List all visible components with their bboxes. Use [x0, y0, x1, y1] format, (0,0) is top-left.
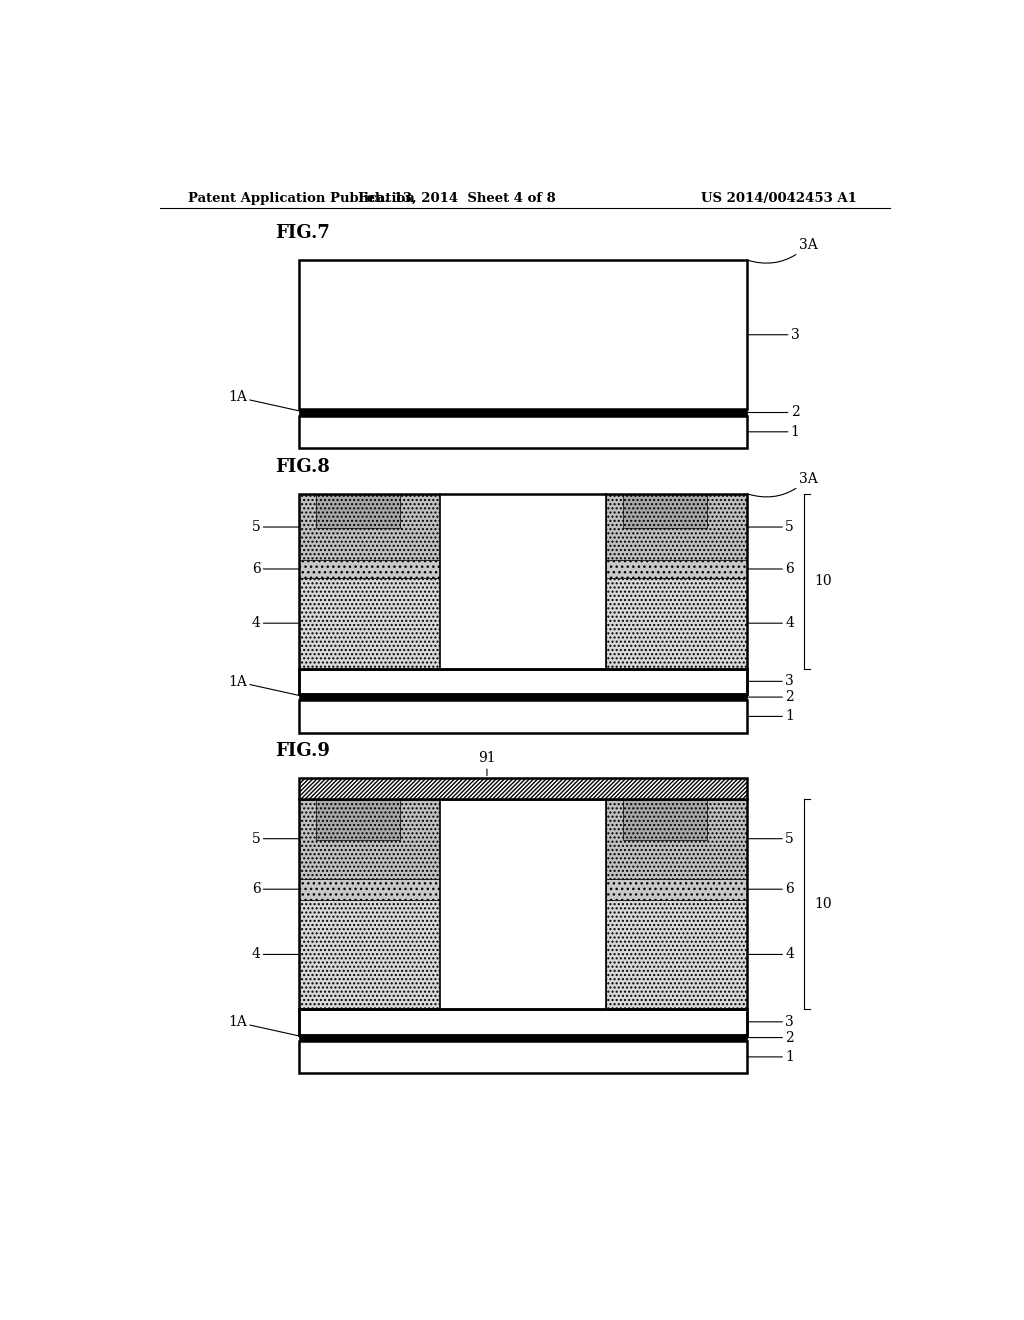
Text: FIG.7: FIG.7: [274, 224, 330, 242]
Text: 5: 5: [252, 832, 299, 846]
Text: 5: 5: [746, 832, 794, 846]
Text: Feb. 13, 2014  Sheet 4 of 8: Feb. 13, 2014 Sheet 4 of 8: [358, 191, 556, 205]
Text: 5: 5: [746, 520, 794, 535]
Bar: [606, 900, 746, 1008]
Text: 1: 1: [746, 425, 800, 438]
Bar: [299, 1040, 748, 1073]
Text: 1A: 1A: [228, 1015, 306, 1038]
Text: 1A: 1A: [228, 675, 306, 697]
Text: 10: 10: [814, 896, 833, 911]
Text: 3: 3: [746, 327, 800, 342]
Text: FIG.8: FIG.8: [274, 458, 330, 475]
Text: 3: 3: [746, 675, 794, 688]
Bar: [299, 1008, 748, 1035]
Bar: [299, 669, 748, 694]
Text: 6: 6: [252, 882, 299, 896]
Text: 2: 2: [746, 690, 794, 704]
Bar: [299, 416, 748, 447]
Text: 3A: 3A: [746, 238, 817, 263]
Text: 1: 1: [746, 1049, 794, 1064]
Bar: [299, 669, 748, 694]
Text: 6: 6: [252, 562, 299, 576]
Text: 4: 4: [746, 616, 794, 630]
Bar: [606, 560, 746, 578]
Text: 4: 4: [746, 948, 794, 961]
Bar: [606, 879, 746, 900]
Bar: [299, 799, 748, 1008]
Text: 4: 4: [252, 948, 299, 961]
Text: 4: 4: [252, 616, 299, 630]
Text: 10: 10: [814, 574, 833, 589]
Text: 3: 3: [746, 1015, 794, 1028]
Text: 2: 2: [746, 405, 800, 420]
Text: 1A: 1A: [228, 391, 306, 412]
Bar: [299, 879, 440, 900]
Bar: [623, 799, 708, 841]
Text: US 2014/0042453 A1: US 2014/0042453 A1: [700, 191, 857, 205]
Bar: [299, 494, 748, 669]
Text: 6: 6: [746, 562, 794, 576]
Bar: [440, 494, 606, 669]
Bar: [299, 409, 748, 416]
Text: Patent Application Publication: Patent Application Publication: [187, 191, 415, 205]
Bar: [299, 700, 748, 733]
Bar: [623, 494, 708, 528]
Bar: [440, 799, 606, 1008]
Text: 2: 2: [746, 1031, 794, 1044]
Text: 5: 5: [252, 520, 299, 535]
Text: FIG.9: FIG.9: [274, 742, 330, 760]
Bar: [299, 560, 440, 578]
Bar: [606, 578, 746, 669]
Bar: [606, 799, 746, 879]
Bar: [299, 260, 748, 409]
Bar: [299, 694, 748, 700]
Text: 91: 91: [478, 751, 496, 766]
Bar: [299, 799, 440, 879]
Bar: [299, 494, 440, 560]
Text: 1: 1: [746, 709, 794, 723]
Bar: [299, 578, 440, 669]
Text: 6: 6: [746, 882, 794, 896]
Bar: [606, 494, 746, 560]
Text: 3A: 3A: [746, 471, 817, 496]
Bar: [299, 1008, 748, 1035]
Bar: [299, 1035, 748, 1040]
Bar: [315, 799, 400, 841]
Bar: [299, 779, 748, 799]
Bar: [299, 900, 440, 1008]
Bar: [315, 494, 400, 528]
